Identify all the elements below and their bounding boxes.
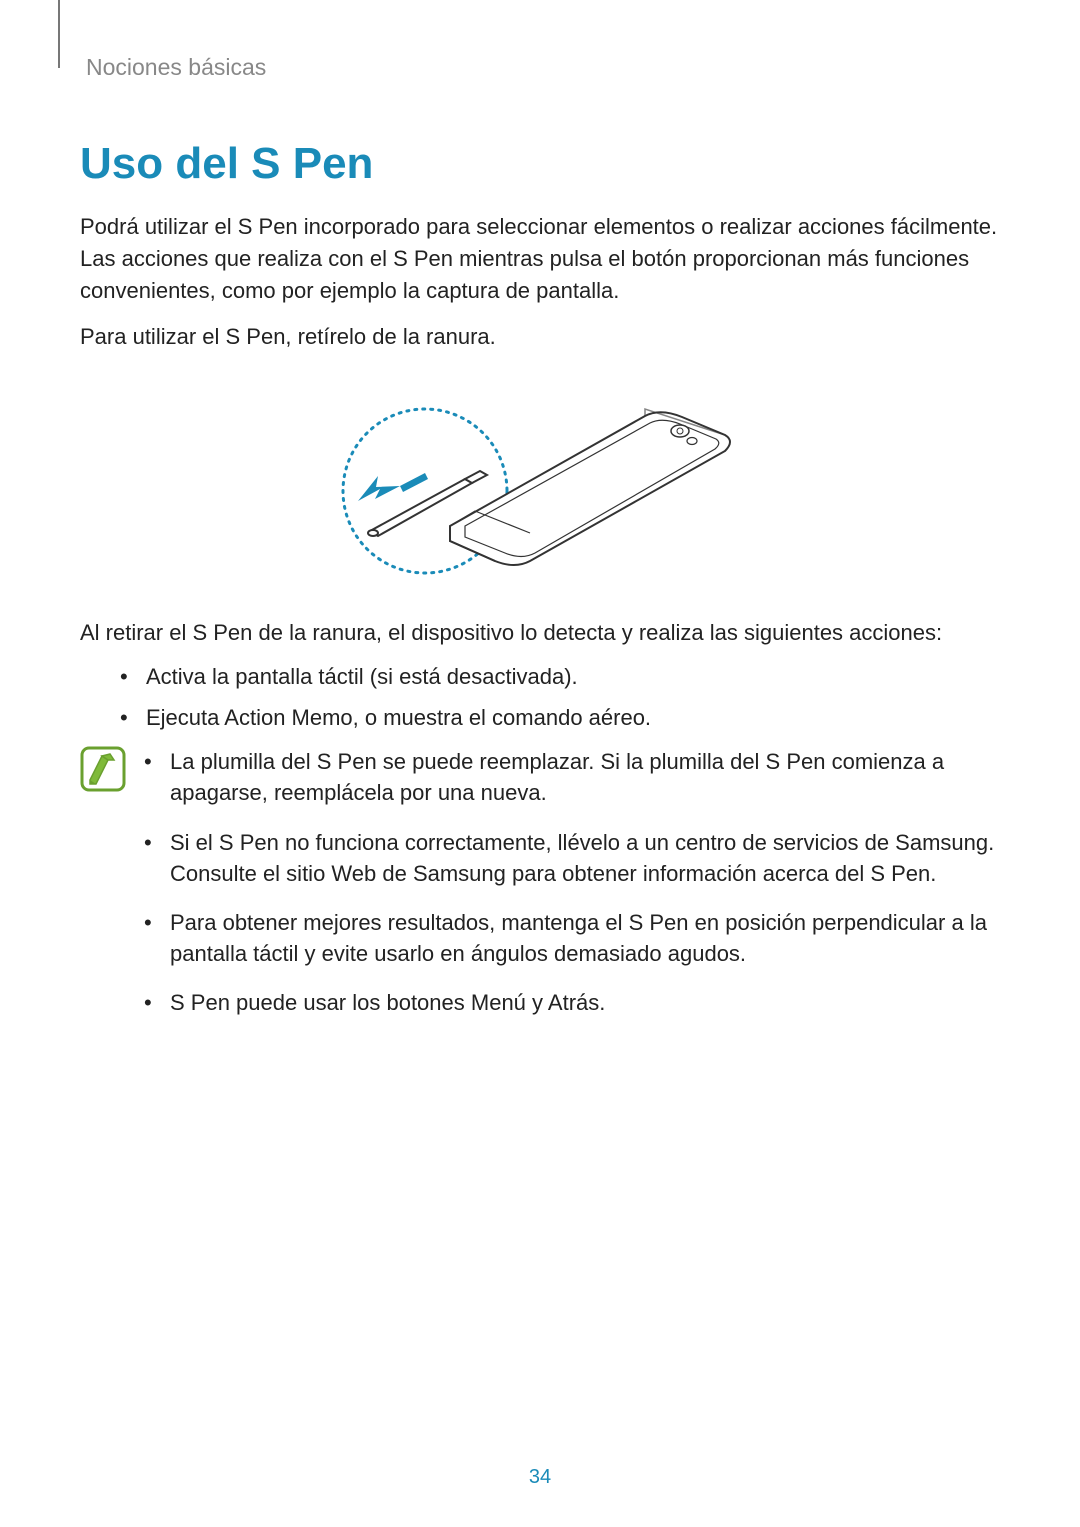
side-rule — [58, 0, 60, 68]
device-figure — [80, 371, 1000, 591]
breadcrumb: Nociones básicas — [86, 54, 1000, 81]
list-item: Activa la pantalla táctil (si está desac… — [120, 662, 1000, 693]
page-heading: Uso del S Pen — [80, 139, 1000, 189]
list-item: S Pen puede usar los botones Menú y Atrá… — [144, 987, 1000, 1018]
note-icon — [80, 746, 126, 792]
page-number: 34 — [0, 1466, 1080, 1489]
detect-actions-list: Activa la pantalla táctil (si está desac… — [80, 662, 1000, 734]
note-body: La plumilla del S Pen se puede reemplaza… — [144, 746, 1000, 1037]
list-item: La plumilla del S Pen se puede reemplaza… — [144, 746, 1000, 808]
list-item: Si el S Pen no funciona correctamente, l… — [144, 827, 1000, 889]
list-item: Ejecuta Action Memo, o muestra el comand… — [120, 703, 1000, 734]
manual-page: Nociones básicas Uso del S Pen Podrá uti… — [0, 0, 1080, 1527]
paragraph-1: Podrá utilizar el S Pen incorporado para… — [80, 211, 1000, 307]
paragraph-3: Al retirar el S Pen de la ranura, el dis… — [80, 617, 1000, 649]
spen-removal-illustration — [330, 371, 750, 591]
list-item: Para obtener mejores resultados, manteng… — [144, 907, 1000, 969]
note-block: La plumilla del S Pen se puede reemplaza… — [80, 746, 1000, 1037]
paragraph-2: Para utilizar el S Pen, retírelo de la r… — [80, 321, 1000, 353]
